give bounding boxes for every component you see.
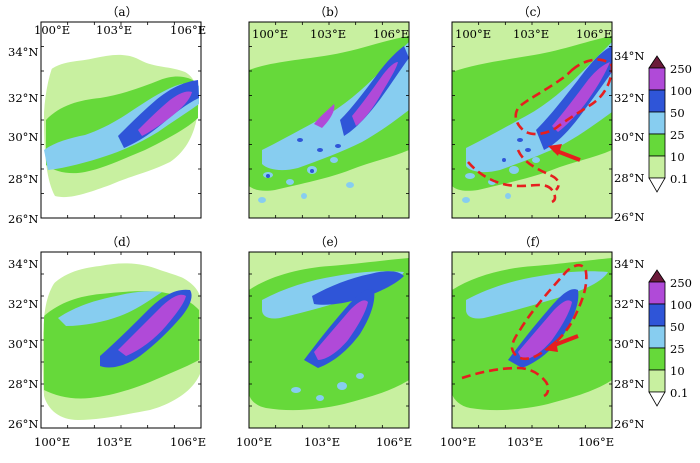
panel-label-d: （d） [106, 235, 138, 249]
y-tick-label: 26°N [614, 417, 645, 431]
colorbar-label: 0.1 [670, 386, 689, 400]
colorbar-label: 25 [670, 342, 685, 356]
x-tick-label: 106°E [373, 27, 410, 41]
x-tick-label: 100°E [236, 435, 273, 449]
y-tick-label: 32°N [614, 91, 645, 105]
panel-label-f: （f） [518, 235, 548, 249]
x-tick-label: 100°E [440, 435, 477, 449]
y-tick-label: 32°N [8, 91, 39, 105]
y-tick-label: 26°N [8, 212, 39, 226]
x-tick-label: 103°E [304, 435, 341, 449]
colorbar-label: 250 [670, 62, 692, 76]
y-tick-label: 26°N [614, 210, 645, 224]
colorbar-label: 50 [670, 106, 685, 120]
annotation-dashed-line [461, 366, 550, 398]
map-panel-c [451, 21, 613, 219]
colorbar-label: 100 [670, 84, 692, 98]
y-tick-label: 28°N [614, 171, 645, 185]
x-tick-label: 106°E [170, 23, 207, 37]
y-tick-label: 32°N [8, 297, 39, 311]
annotation-dashed-line [516, 149, 560, 191]
colorbar-label: 10 [670, 150, 685, 164]
colorbar-bottom [648, 269, 666, 407]
map-panel-d [40, 251, 202, 429]
x-tick-label: 100°E [455, 27, 492, 41]
y-tick-label: 30°N [8, 337, 39, 351]
map-panel-f [451, 251, 613, 429]
panel-label-e: （e） [314, 235, 346, 249]
x-tick-label: 106°E [376, 435, 413, 449]
y-tick-label: 32°N [614, 297, 645, 311]
y-tick-label: 30°N [614, 130, 645, 144]
x-tick-label: 103°E [513, 27, 550, 41]
x-tick-label: 103°E [310, 27, 347, 41]
y-tick-label: 26°N [8, 417, 39, 431]
colorbar-top [648, 55, 666, 193]
panel-label-c: （c） [517, 5, 549, 19]
x-tick-label: 106°E [576, 27, 613, 41]
y-tick-label: 34°N [614, 49, 645, 63]
y-tick-label: 34°N [8, 257, 39, 271]
x-tick-label: 100°E [34, 435, 71, 449]
colorbar-label: 25 [670, 128, 685, 142]
annotation-dashed-line [467, 161, 557, 204]
y-tick-label: 34°N [8, 45, 39, 59]
y-tick-label: 30°N [614, 337, 645, 351]
annotation-dashed-outline [510, 263, 588, 361]
y-tick-label: 28°N [614, 377, 645, 391]
map-panel-e [248, 251, 410, 429]
shade-purple [138, 91, 192, 136]
x-tick-label: 106°E [578, 435, 615, 449]
y-tick-label: 28°N [8, 172, 39, 186]
axis-ticks [40, 21, 613, 429]
x-tick-label: 106°E [170, 435, 207, 449]
panel-label-a: （a） [106, 5, 138, 19]
map-panel-a [40, 21, 202, 219]
y-tick-label: 34°N [614, 257, 645, 271]
x-tick-label: 100°E [252, 27, 289, 41]
colorbar-label: 0.1 [670, 172, 689, 186]
colorbar-label: 50 [670, 320, 685, 334]
x-tick-label: 103°E [507, 435, 544, 449]
outside-mask [41, 22, 201, 218]
x-tick-label: 103°E [96, 435, 133, 449]
panel-label-b: （b） [314, 5, 346, 19]
y-tick-label: 28°N [8, 377, 39, 391]
x-tick-label: 100°E [34, 23, 71, 37]
colorbar-label: 100 [670, 298, 692, 312]
colorbar-label: 10 [670, 364, 685, 378]
x-tick-label: 103°E [96, 23, 133, 37]
colorbar-label: 250 [670, 276, 692, 290]
y-tick-label: 30°N [8, 130, 39, 144]
map-panel-b [248, 21, 410, 219]
